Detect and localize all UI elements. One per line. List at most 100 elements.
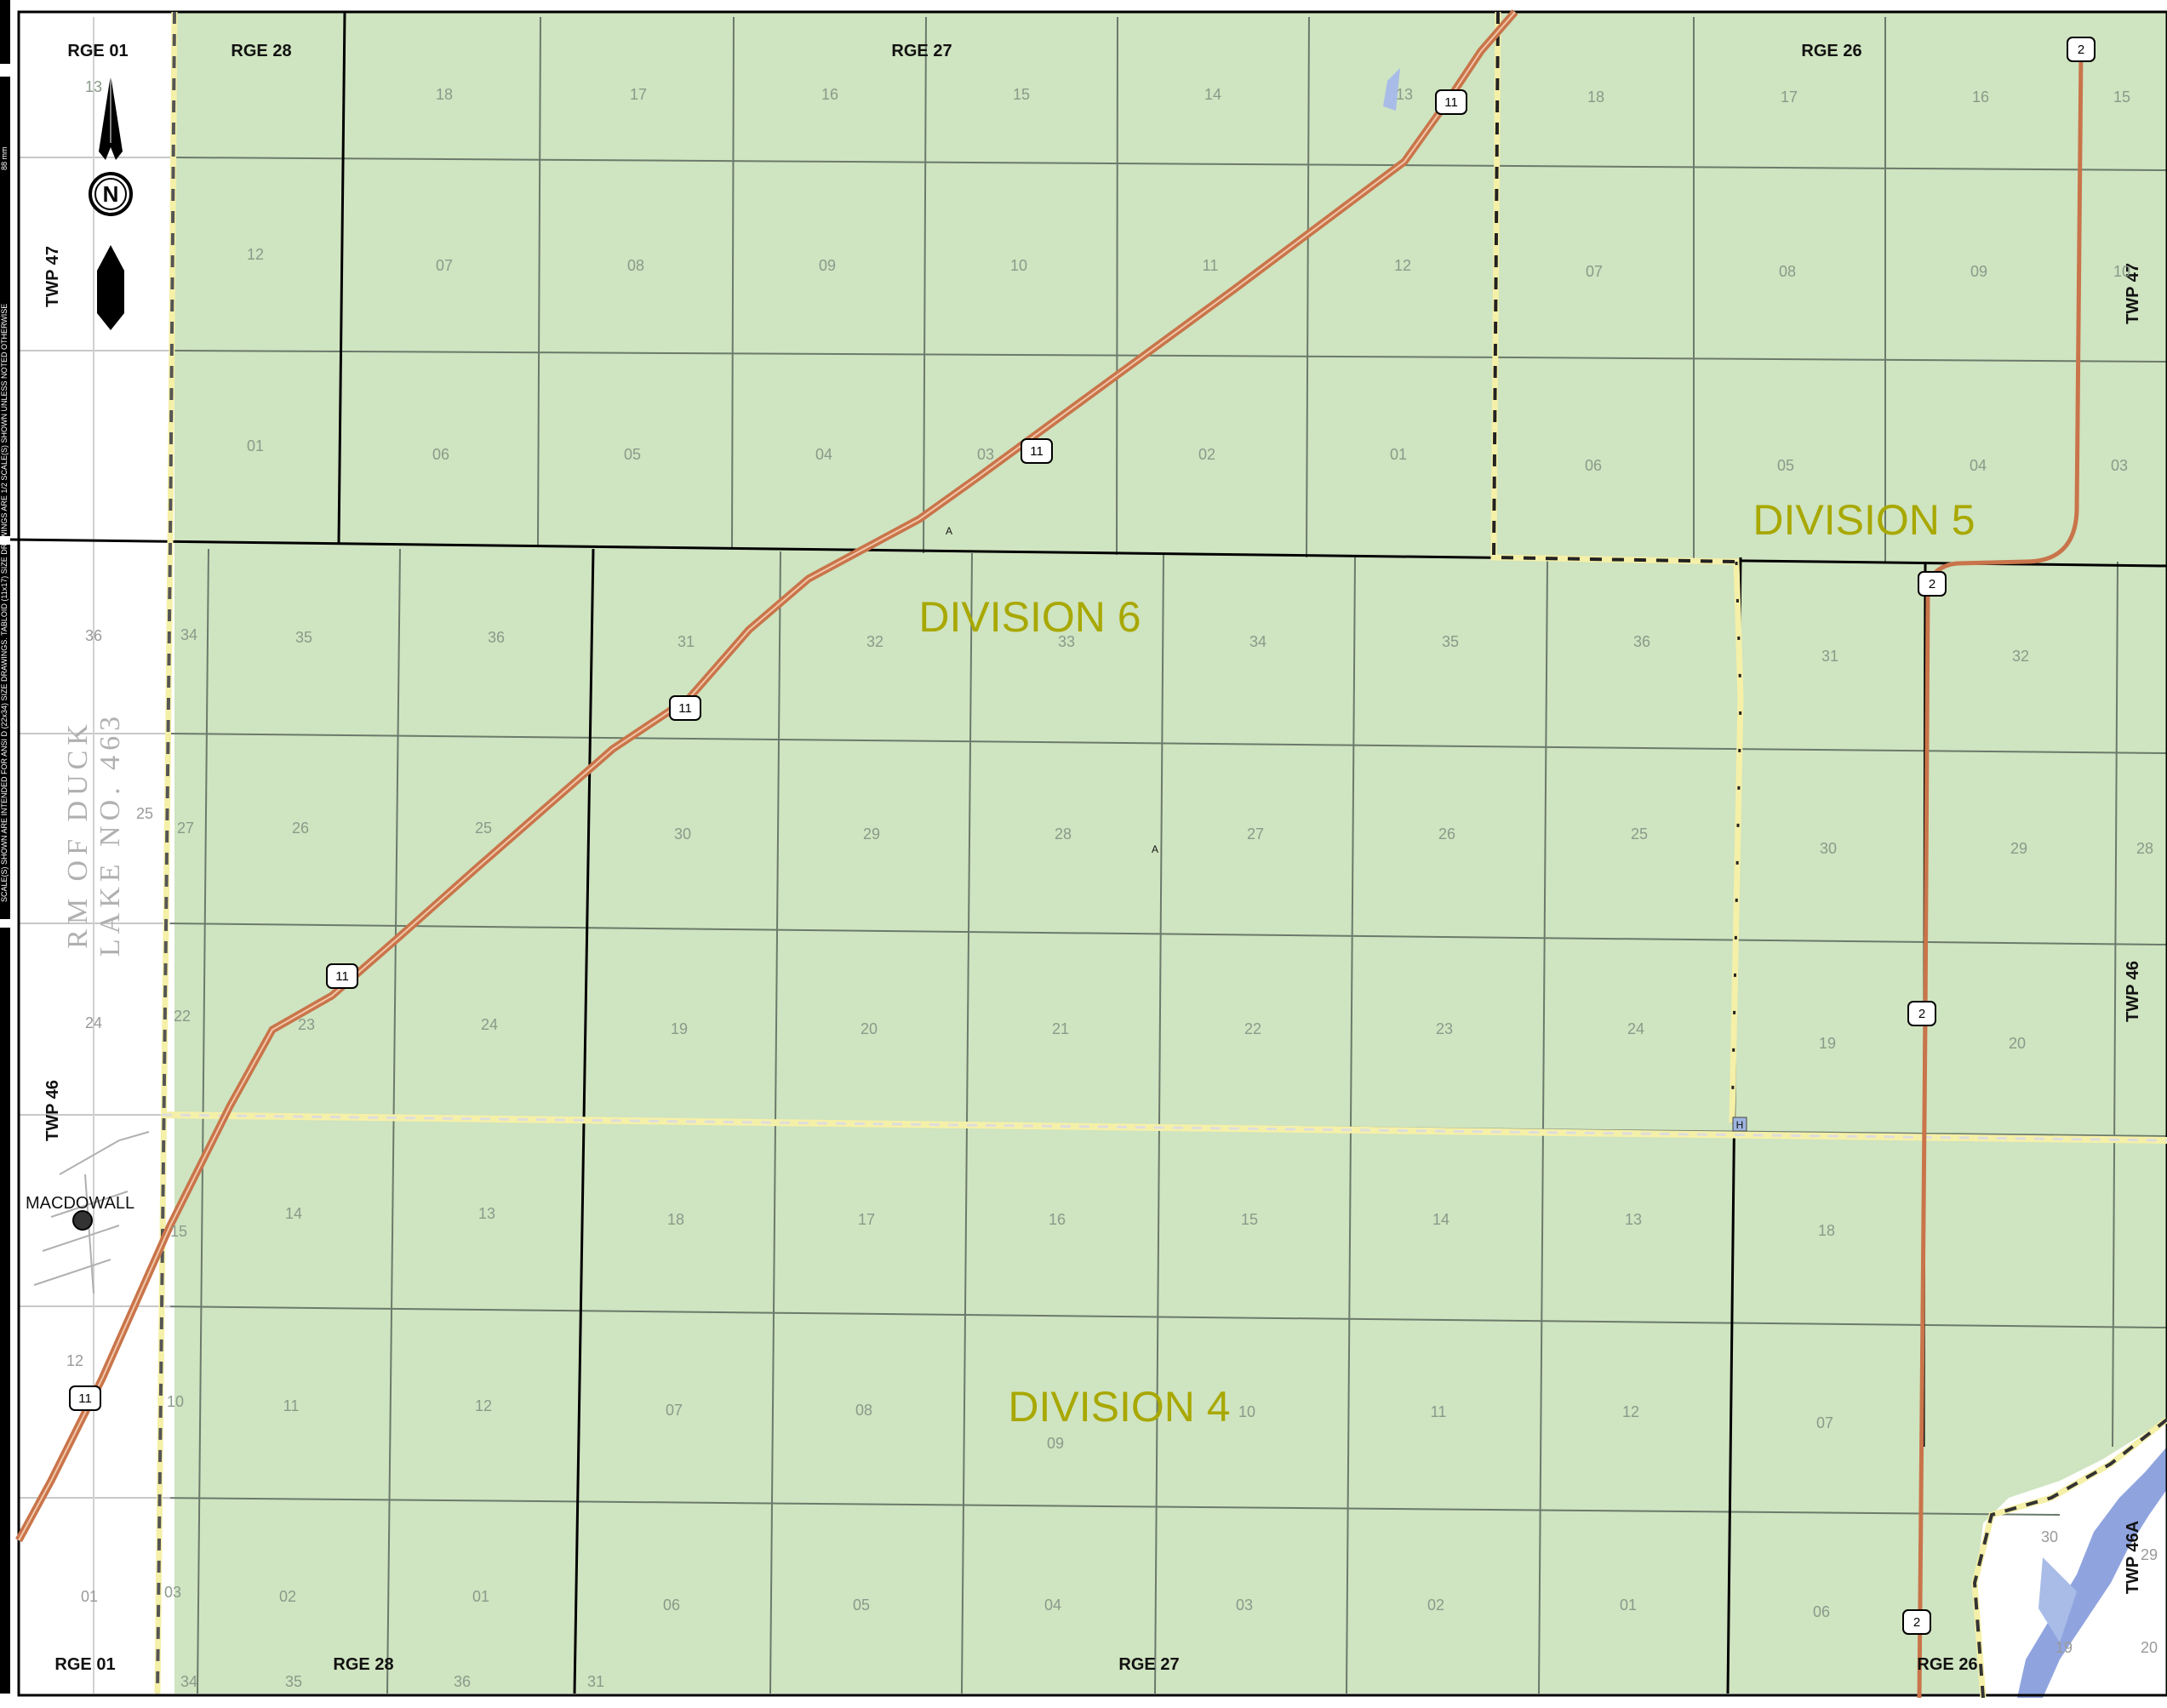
- section-number: 13: [1396, 86, 1413, 103]
- highway-2-shield-icon: 2: [1902, 1609, 1931, 1635]
- section-number: 06: [1813, 1603, 1830, 1620]
- rm-land-area: [153, 12, 2167, 1694]
- section-number: 18: [436, 86, 453, 103]
- section-number: 06: [663, 1597, 680, 1614]
- section-number: 15: [2113, 89, 2130, 106]
- section-number: 02: [279, 1588, 296, 1605]
- margin-scale-mm: 88 mm: [0, 146, 9, 170]
- section-number: 16: [1972, 89, 1989, 106]
- section-number: 19: [2056, 1639, 2073, 1656]
- section-number: 08: [1779, 263, 1796, 280]
- section-number: 27: [1247, 825, 1264, 843]
- svg-text:11: 11: [678, 701, 692, 716]
- section-number: 05: [853, 1597, 870, 1614]
- river-shoal: [2038, 1557, 2077, 1642]
- section-number: 08: [627, 257, 644, 274]
- section-number: 33: [1058, 633, 1075, 650]
- section-number: 12: [475, 1397, 492, 1414]
- section-numbers: 13 12 01 18 17 16 15 14 13 07 08 09 10 11 12 06 05 04 03 02…: [66, 78, 2158, 1690]
- division-boundaries: [154, 11, 2167, 1699]
- section-grid: [19, 16, 2167, 1694]
- division-5-label: DIVISION 5: [1752, 496, 1975, 544]
- section-number: 01: [1620, 1597, 1637, 1614]
- svg-text:2: 2: [2078, 43, 2084, 57]
- svg-text:H: H: [1736, 1119, 1744, 1131]
- section-number: 12: [66, 1352, 83, 1369]
- point-label: A: [1152, 843, 1158, 855]
- svg-text:2: 2: [1929, 577, 1935, 591]
- section-number: 32: [2012, 648, 2029, 665]
- section-number: 31: [587, 1673, 604, 1690]
- section-number: 02: [1198, 446, 1215, 463]
- section-number: 13: [478, 1205, 495, 1222]
- section-number: 26: [1438, 825, 1455, 843]
- section-number: 35: [1442, 633, 1459, 650]
- section-number: 07: [1816, 1414, 1833, 1431]
- section-number: 22: [1244, 1020, 1261, 1037]
- section-number: 01: [1390, 446, 1407, 463]
- range-label: RGE 27: [1118, 1655, 1179, 1674]
- section-number: 18: [1818, 1222, 1835, 1239]
- section-number: 14: [1204, 86, 1221, 103]
- section-number: 28: [2136, 840, 2153, 857]
- section-number: 14: [285, 1205, 302, 1222]
- section-number: 23: [1436, 1020, 1453, 1037]
- section-number: 30: [2041, 1528, 2058, 1545]
- section-number: 06: [432, 446, 449, 463]
- section-number: 07: [1586, 263, 1603, 280]
- section-number: 05: [1777, 457, 1794, 474]
- section-number: 20: [2009, 1035, 2026, 1052]
- section-number: 29: [2010, 840, 2027, 857]
- range-label: RGE 01: [67, 42, 128, 60]
- section-number: 09: [1970, 263, 1987, 280]
- neighbour-rm-area: [19, 12, 174, 1694]
- section-number: 24: [1627, 1020, 1644, 1037]
- section-number: 09: [1047, 1435, 1064, 1452]
- section-number: 15: [1241, 1211, 1258, 1228]
- section-number: 26: [292, 820, 309, 837]
- section-number: 36: [454, 1673, 471, 1690]
- range-label: RGE 28: [333, 1655, 393, 1674]
- margin-scale-note: SCALE(S) SHOWN ARE INTENDED FOR ANSI D (…: [0, 304, 9, 902]
- section-number: 32: [866, 633, 883, 650]
- section-number: 11: [283, 1397, 300, 1414]
- range-label: RGE 28: [231, 42, 291, 60]
- section-number: 17: [1781, 89, 1798, 106]
- section-number: 02: [1427, 1597, 1444, 1614]
- section-number: 34: [180, 1673, 197, 1690]
- section-number: 21: [1052, 1020, 1069, 1037]
- macdowall-place: MACDOWALL: [26, 1131, 150, 1294]
- section-number: 29: [2141, 1546, 2158, 1563]
- section-number: 31: [1821, 648, 1838, 665]
- map-frame: [17, 10, 2167, 1697]
- highway-11-shield-icon: 11: [1021, 438, 1053, 464]
- svg-text:2: 2: [1913, 1615, 1920, 1630]
- section-number: 11: [1431, 1403, 1447, 1420]
- section-number: 24: [481, 1016, 498, 1033]
- macdowall-label: MACDOWALL: [26, 1194, 134, 1213]
- section-number: 16: [821, 86, 838, 103]
- section-number: 10: [2113, 263, 2130, 280]
- section-number: 08: [855, 1402, 872, 1419]
- highway-11-shield-icon: 11: [69, 1385, 101, 1411]
- section-number: 24: [85, 1014, 102, 1031]
- highway-11-shield-icon: 11: [669, 695, 701, 721]
- section-number: 17: [630, 86, 647, 103]
- section-number: 34: [1249, 633, 1266, 650]
- section-number: 18: [1587, 89, 1604, 106]
- division-4-label: DIVISION 4: [1008, 1383, 1230, 1431]
- section-number: 09: [819, 257, 836, 274]
- section-number: 10: [1010, 257, 1027, 274]
- section-number: 12: [247, 246, 264, 263]
- section-number: 16: [1049, 1211, 1066, 1228]
- svg-text:11: 11: [1444, 95, 1458, 110]
- division-6-label: DIVISION 6: [918, 593, 1141, 641]
- svg-text:N: N: [103, 181, 119, 207]
- section-number: 10: [1238, 1403, 1255, 1420]
- highway-2-shields: 2 2 2 2: [1902, 37, 2096, 1635]
- section-number: 15: [1013, 86, 1030, 103]
- section-number: 07: [666, 1402, 683, 1419]
- section-number: 29: [863, 825, 880, 843]
- township-label: TWP 46: [43, 1080, 62, 1141]
